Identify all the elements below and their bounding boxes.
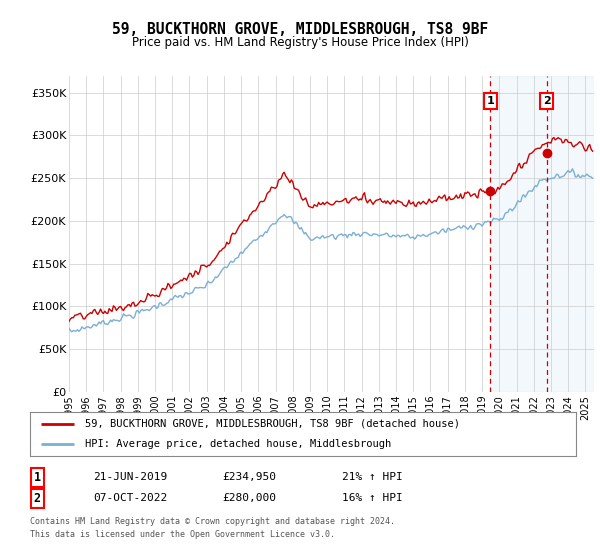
Text: 2: 2 [34, 492, 41, 505]
Text: This data is licensed under the Open Government Licence v3.0.: This data is licensed under the Open Gov… [30, 530, 335, 539]
Text: 07-OCT-2022: 07-OCT-2022 [93, 493, 167, 503]
Text: 2: 2 [543, 96, 551, 106]
Bar [490, 76, 594, 392]
Text: 21-JUN-2019: 21-JUN-2019 [93, 472, 167, 482]
Text: 59, BUCKTHORN GROVE, MIDDLESBROUGH, TS8 9BF: 59, BUCKTHORN GROVE, MIDDLESBROUGH, TS8 … [112, 22, 488, 38]
Text: Contains HM Land Registry data © Crown copyright and database right 2024.: Contains HM Land Registry data © Crown c… [30, 517, 395, 526]
Text: 1: 1 [34, 470, 41, 484]
Text: HPI: Average price, detached house, Middlesbrough: HPI: Average price, detached house, Midd… [85, 439, 391, 449]
Text: 1: 1 [487, 96, 494, 106]
Text: 59, BUCKTHORN GROVE, MIDDLESBROUGH, TS8 9BF (detached house): 59, BUCKTHORN GROVE, MIDDLESBROUGH, TS8 … [85, 419, 460, 429]
Text: £280,000: £280,000 [222, 493, 276, 503]
Text: Price paid vs. HM Land Registry's House Price Index (HPI): Price paid vs. HM Land Registry's House … [131, 36, 469, 49]
Text: 16% ↑ HPI: 16% ↑ HPI [342, 493, 403, 503]
Text: £234,950: £234,950 [222, 472, 276, 482]
Text: 21% ↑ HPI: 21% ↑ HPI [342, 472, 403, 482]
